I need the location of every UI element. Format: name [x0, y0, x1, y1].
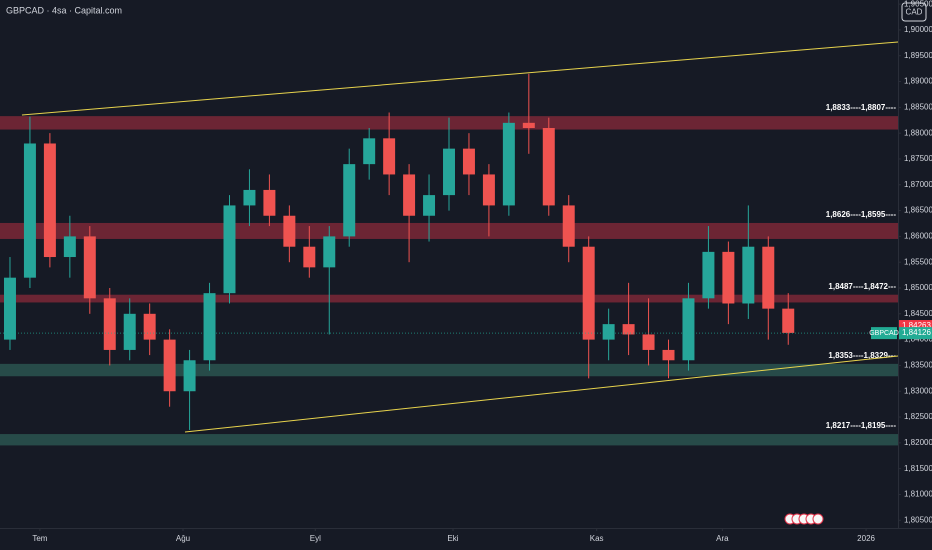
candle-body [243, 189, 256, 206]
x-tick-label: Tem [32, 534, 47, 543]
y-tick-label: 1,87000 [904, 180, 932, 189]
y-tick-label: 1,90500 [904, 0, 932, 8]
candle-body [722, 251, 735, 304]
y-tick-label: 1,88500 [904, 102, 932, 111]
event-icons [784, 513, 824, 525]
candle-body [43, 143, 56, 258]
x-tick-label: 2026 [857, 534, 875, 543]
y-tick-label: 1,85000 [904, 283, 932, 292]
trendline [184, 355, 899, 433]
y-tick-label: 1,82500 [904, 412, 932, 421]
x-tick-label: Eki [447, 534, 458, 543]
candle-body [482, 174, 495, 206]
candle-body [383, 138, 396, 175]
candle-body [642, 334, 655, 350]
candle-body [63, 236, 76, 258]
candle-body [542, 128, 555, 206]
y-tick-label: 1,86000 [904, 231, 932, 240]
plot-area: 1,8833----1,8807---- 1,8626----1,8595----… [0, 41, 899, 446]
x-tick-label: Ağu [176, 534, 190, 543]
candle-body [423, 195, 436, 216]
y-tick-label: 1,83500 [904, 361, 932, 370]
y-tick-label: 1,82000 [904, 438, 932, 447]
candle-body [223, 205, 236, 294]
candle-body [762, 246, 775, 309]
y-tick-label: 1,87500 [904, 154, 932, 163]
y-tick-label: 1,90000 [904, 25, 932, 34]
candle-body [522, 122, 535, 128]
trendline [21, 41, 899, 116]
candle-body [403, 174, 416, 216]
candle-body [83, 236, 96, 299]
candle-body [143, 313, 156, 340]
y-tick-label: 1,85500 [904, 257, 932, 266]
candle-body [163, 339, 176, 392]
zone [0, 222, 898, 239]
candle-body [103, 298, 116, 350]
candle-body [782, 308, 795, 333]
candle-body [23, 143, 36, 278]
currency-box[interactable] [901, 2, 927, 22]
candle-body [3, 277, 16, 340]
candle-body [602, 324, 615, 340]
price-tag-label: 1,84126 [902, 328, 931, 337]
zone-label: 1,8833----1,8807---- [826, 103, 897, 112]
zone-label: 1,8353----1,8329--- [828, 351, 896, 360]
y-tick-label: 1,84000 [904, 335, 932, 344]
symbol-tag [871, 327, 897, 340]
candle-body [443, 148, 455, 196]
zone [0, 363, 898, 377]
x-tick-label: Kas [590, 534, 604, 543]
candle-body [263, 189, 276, 216]
y-tick-label: 1,81500 [904, 464, 932, 473]
y-tick-label: 1,89000 [904, 77, 932, 86]
candle-body [462, 148, 475, 175]
candle-body [283, 215, 296, 247]
currency[interactable]: CAD [906, 8, 923, 17]
candle-body [203, 293, 216, 361]
candle-body [582, 246, 595, 340]
zone-label: 1,8217----1,8195---- [826, 421, 897, 430]
y-tick-label: 1,89500 [904, 51, 932, 60]
candle-body [502, 122, 515, 206]
candle-body [562, 205, 575, 247]
candle-body [343, 164, 356, 237]
x-tick-label: Eyl [310, 534, 321, 543]
zone [0, 294, 898, 303]
zone-label: 1,8626----1,8595---- [826, 210, 897, 219]
symbol-label: GBPCAD [869, 330, 899, 337]
candle-body [303, 246, 316, 268]
zone [0, 434, 898, 446]
price-tag-label: 1,84263 [902, 321, 931, 330]
chart-title: GBPCAD · 4sa · Capital.com [6, 5, 122, 15]
y-tick-label: 1,84500 [904, 309, 932, 318]
candle-body [702, 251, 715, 299]
y-tick-label: 1,81000 [904, 490, 932, 499]
zone-label: 1,8487----1,8472--- [828, 282, 896, 291]
event-icon[interactable] [812, 513, 824, 525]
y-tick-label: 1,86500 [904, 206, 932, 215]
y-tick-label: 1,83000 [904, 386, 932, 395]
candle-body [622, 324, 635, 335]
x-tick-label: Ara [716, 534, 729, 543]
y-tick-label: 1,88000 [904, 128, 932, 137]
candle-body [662, 349, 675, 361]
y-tick-label: 1,80500 [904, 515, 932, 524]
candle-body [742, 246, 755, 304]
candle-body [682, 298, 695, 361]
candle-body [323, 236, 336, 268]
candle-body [123, 313, 136, 350]
candle-body [363, 138, 376, 165]
price-tag [899, 327, 932, 340]
candle-body [183, 360, 196, 392]
